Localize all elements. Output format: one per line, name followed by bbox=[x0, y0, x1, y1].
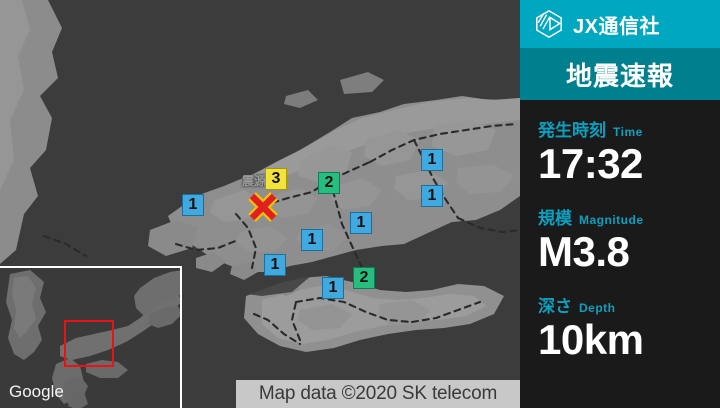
viewport-rectangle bbox=[64, 320, 114, 367]
intensity-marker-1[interactable]: 1 bbox=[301, 229, 323, 251]
brand-header: JX通信社 bbox=[520, 0, 720, 48]
inset-minimap[interactable]: Google bbox=[0, 266, 182, 408]
field-time-label-en: Time bbox=[613, 125, 643, 139]
jx-hexagon-logo-icon bbox=[536, 10, 562, 38]
alert-subheading: 地震速報 bbox=[520, 48, 720, 100]
field-magnitude-label-en: Magnitude bbox=[579, 213, 644, 228]
google-watermark: Google bbox=[9, 382, 64, 401]
field-magnitude: 規模 Magnitude M3.8 bbox=[520, 204, 720, 274]
intensity-marker-2[interactable]: 2 bbox=[353, 267, 375, 289]
brand-name: JX通信社 bbox=[573, 15, 660, 38]
epicenter-label: 震源 bbox=[242, 174, 267, 188]
field-time-value: 17:32 bbox=[538, 140, 643, 187]
field-depth-label-jp: 深さ bbox=[538, 297, 572, 317]
intensity-marker-3[interactable]: 3 bbox=[265, 168, 287, 190]
field-depth-label-en: Depth bbox=[579, 301, 616, 316]
map-attribution: Map data ©2020 SK telecom bbox=[236, 380, 520, 408]
field-depth-header: 深さ Depth bbox=[538, 292, 720, 317]
info-panel: JX通信社 地震速報 発生時刻 Time 17:32 規模 Magnitude … bbox=[520, 0, 720, 408]
intensity-marker-2[interactable]: 2 bbox=[318, 172, 340, 194]
intensity-marker-1[interactable]: 1 bbox=[421, 185, 443, 207]
field-depth: 深さ Depth 10km bbox=[520, 292, 720, 362]
field-magnitude-value: M3.8 bbox=[538, 228, 630, 276]
field-magnitude-header: 規模 Magnitude bbox=[538, 204, 720, 229]
intensity-marker-1[interactable]: 1 bbox=[421, 149, 443, 171]
intensity-marker-1[interactable]: 1 bbox=[264, 254, 286, 276]
field-magnitude-label-jp: 規模 bbox=[538, 209, 572, 229]
field-time-header: 発生時刻 Time bbox=[538, 116, 720, 141]
field-depth-value: 10km bbox=[538, 316, 644, 364]
field-time: 発生時刻 Time 17:32 bbox=[520, 116, 720, 186]
epicenter-cross-icon bbox=[248, 192, 278, 222]
intensity-marker-1[interactable]: 1 bbox=[182, 194, 204, 216]
field-time-label-jp: 発生時刻 bbox=[538, 121, 606, 140]
alert-subheading-text: 地震速報 bbox=[565, 60, 674, 91]
inset-terrain bbox=[0, 268, 180, 408]
intensity-marker-1[interactable]: 1 bbox=[350, 212, 372, 234]
intensity-marker-1[interactable]: 1 bbox=[322, 277, 344, 299]
